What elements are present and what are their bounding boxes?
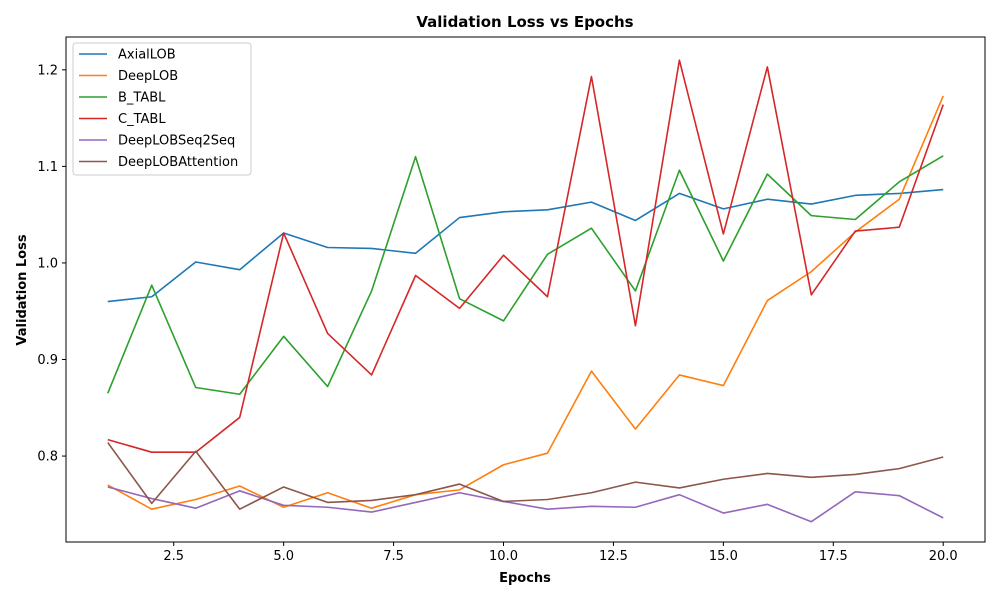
- series-line-axiallob: [107, 188, 944, 303]
- x-tick-label: 15.0: [709, 549, 738, 564]
- y-axis-label: Validation Loss: [15, 234, 30, 345]
- y-tick-label: 1.1: [37, 160, 58, 175]
- x-tick-label: 12.5: [599, 549, 628, 564]
- legend-entry-label: DeepLOBSeq2Seq: [118, 134, 235, 149]
- legend: AxialLOB DeepLOB B_TABL C_TABL DeepLOBSeq2Se…: [72, 42, 252, 176]
- legend-entry-label: C_TABL: [118, 112, 166, 127]
- x-tick-label: 5.0: [273, 549, 294, 564]
- x-tick-label: 2.5: [163, 549, 184, 564]
- x-tick-label: 20.0: [929, 549, 958, 564]
- series-line-deeplobseq2seq: [107, 486, 944, 523]
- legend-entry-label: AxialLOB: [118, 48, 176, 63]
- y-tick-label: 0.9: [37, 353, 58, 368]
- y-tick-label: 1.0: [37, 256, 58, 271]
- series-line-deeplob: [107, 95, 944, 510]
- x-axis-label: Epochs: [499, 571, 551, 586]
- plot-area-frame: [65, 36, 986, 543]
- series-line-deeplobattention: [107, 442, 944, 510]
- legend-entry-label: B_TABL: [118, 91, 166, 106]
- x-tick-label: 17.5: [819, 549, 848, 564]
- legend-entry-label: DeepLOB: [118, 69, 178, 84]
- series-line-c-tabl: [107, 59, 944, 454]
- x-axis: 2.5 5.0 7.5 10.0 12.5 15.0 17.5 20.0: [163, 542, 958, 564]
- x-tick-label: 10.0: [489, 549, 518, 564]
- y-axis: 0.8 0.9 1.0 1.1 1.2: [37, 63, 66, 465]
- x-tick-label: 7.5: [383, 549, 404, 564]
- series-lines: [107, 59, 944, 523]
- legend-entry-label: DeepLOBAttention: [118, 155, 238, 170]
- y-tick-label: 0.8: [37, 450, 58, 465]
- legend-box: [72, 42, 252, 176]
- chart-title: Validation Loss vs Epochs: [416, 13, 633, 31]
- y-tick-label: 1.2: [37, 63, 58, 78]
